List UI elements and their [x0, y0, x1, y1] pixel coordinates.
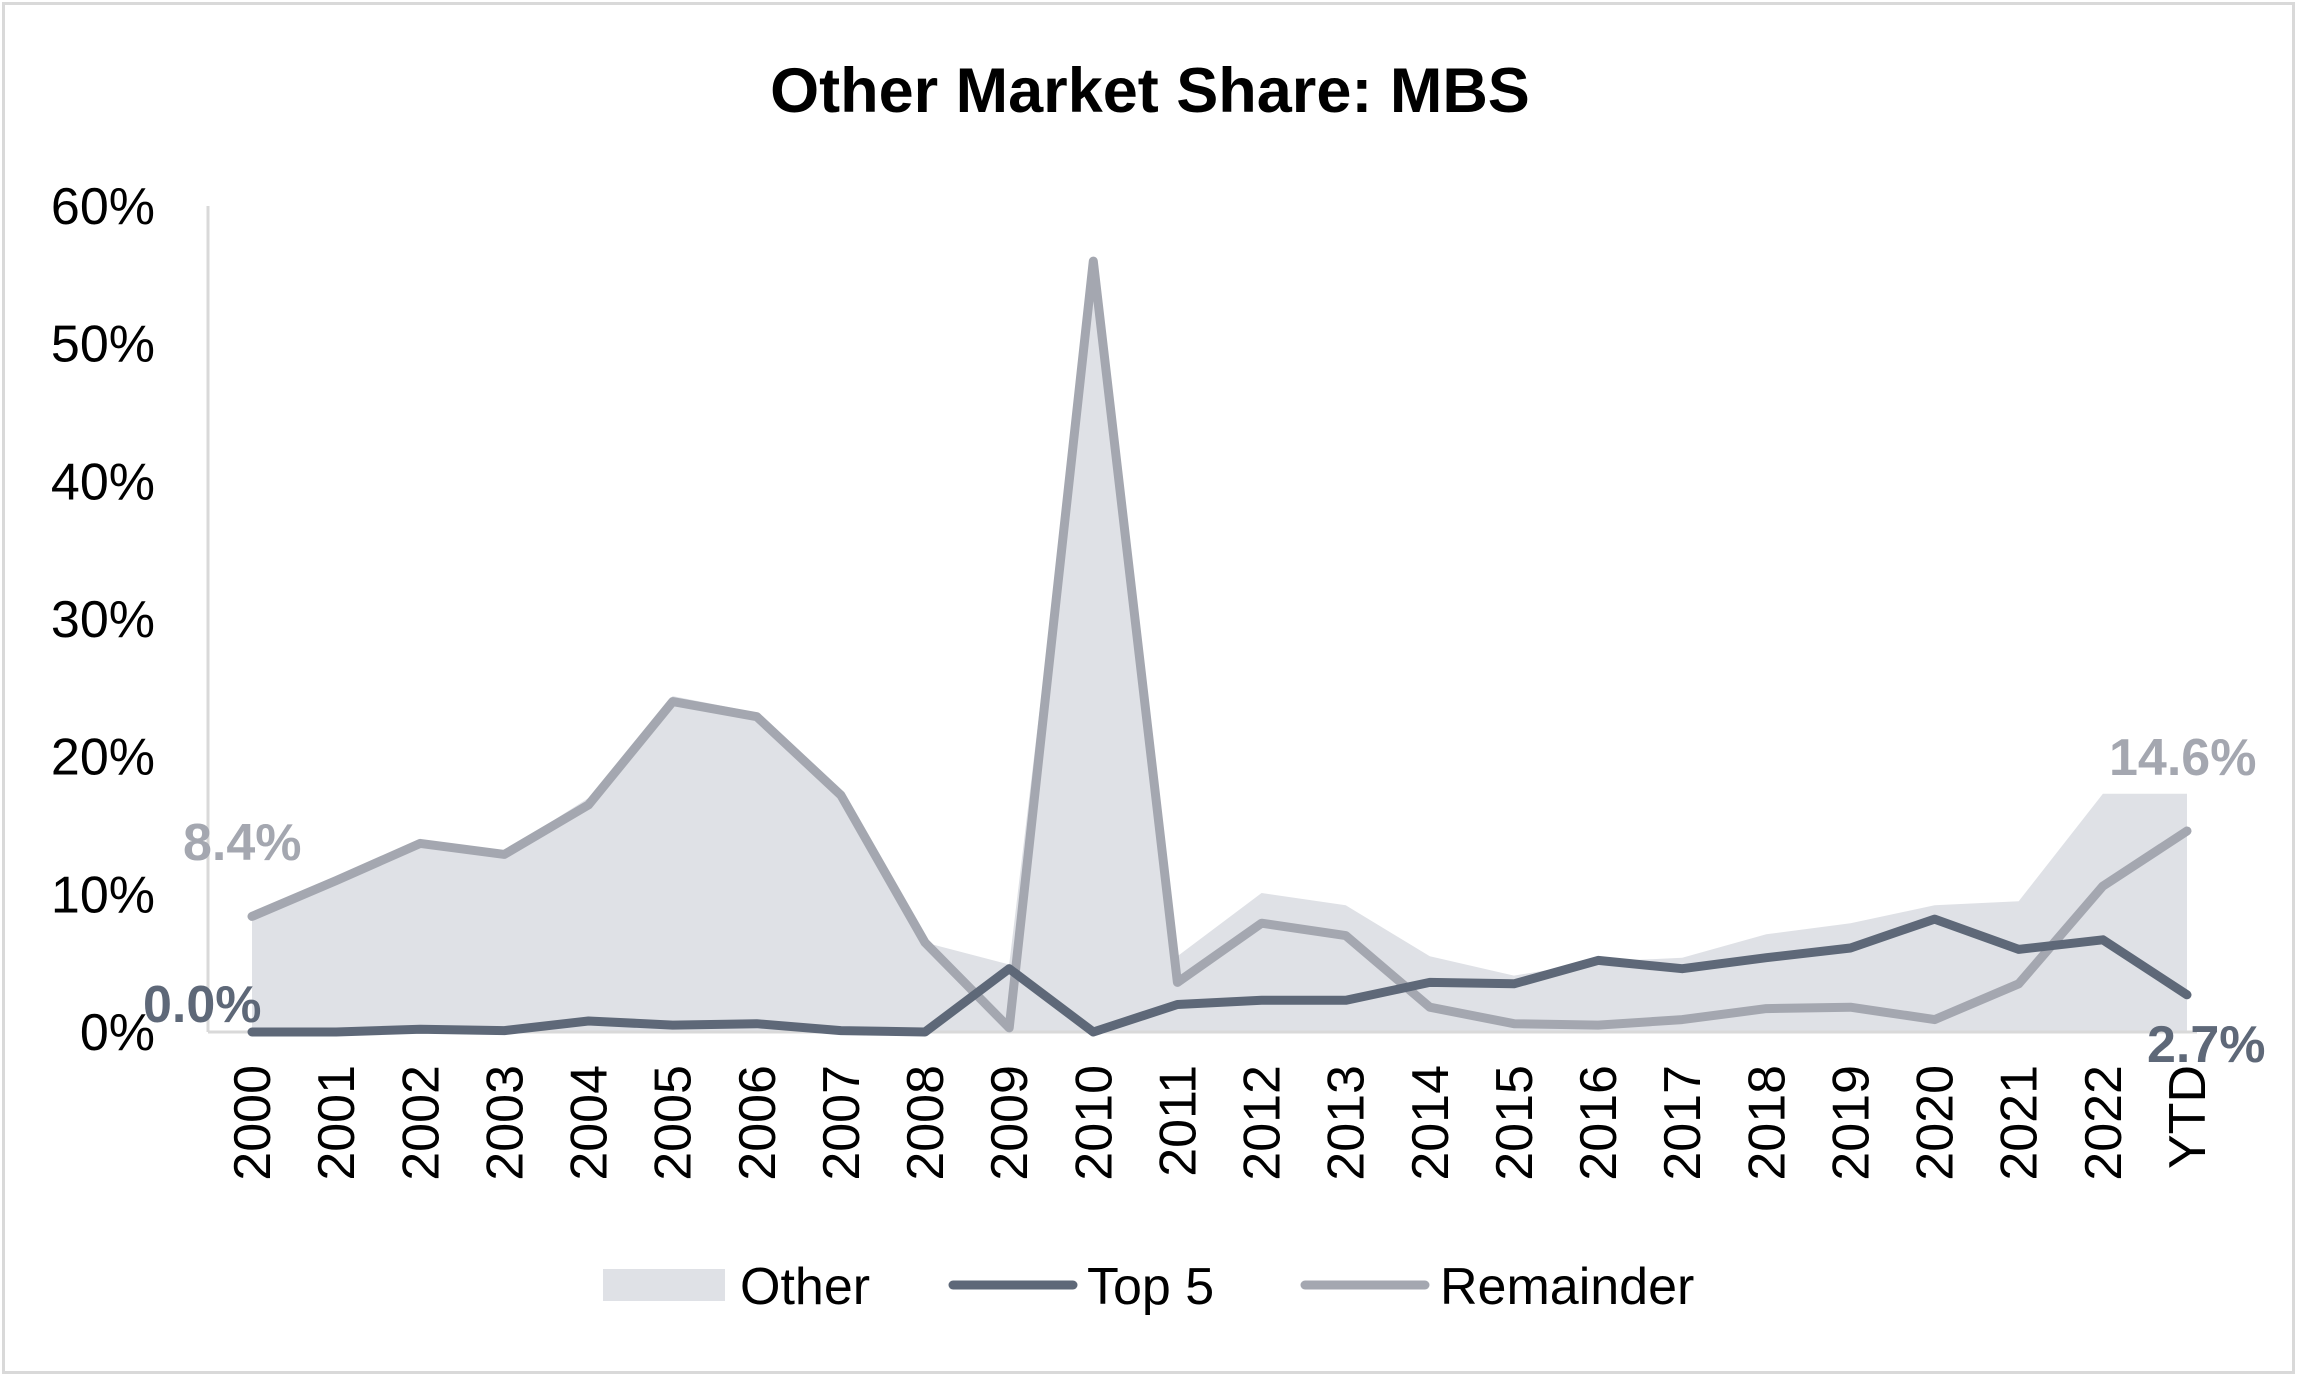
- x-tick-label: 2012: [1234, 1065, 1292, 1181]
- x-tick-label: 2022: [2075, 1065, 2133, 1181]
- x-tick-label: 2017: [1654, 1065, 1712, 1181]
- x-tick-label: 2015: [1486, 1065, 1544, 1181]
- x-axis-ticks: 2000 2001 2002 2003 2004 2005 2006 2007 2008 2009…: [224, 1065, 2217, 1181]
- legend-label-other: Other: [740, 1258, 870, 1316]
- plot-area: [206, 206, 2197, 1037]
- y-tick-label: 40%: [51, 453, 155, 511]
- x-tick-label: 2014: [1402, 1065, 1460, 1181]
- x-tick-label: 2011: [1149, 1065, 1207, 1177]
- x-tick-label: 2008: [897, 1065, 955, 1181]
- x-tick-label: 2010: [1065, 1065, 1123, 1181]
- series-other-area: [252, 261, 2187, 1033]
- y-tick-label: 30%: [51, 591, 155, 649]
- x-tick-label: 2021: [1991, 1065, 2049, 1181]
- x-tick-label: 2004: [561, 1065, 619, 1181]
- x-tick-label: 2003: [476, 1065, 534, 1181]
- data-label-remainder-first: 8.4%: [183, 814, 302, 872]
- series-top5-line: [247, 914, 2192, 1037]
- y-tick-label: 60%: [51, 178, 155, 236]
- x-tick-label: 2020: [1907, 1065, 1965, 1181]
- x-tick-label: 2018: [1738, 1065, 1796, 1181]
- x-tick-label: 2019: [1823, 1065, 1881, 1181]
- x-tick-label: 2016: [1570, 1065, 1628, 1181]
- legend-label-top5: Top 5: [1087, 1258, 1214, 1316]
- legend-swatch-other: [603, 1269, 725, 1301]
- y-tick-label: 0%: [80, 1004, 155, 1062]
- x-tick-label: 2009: [981, 1065, 1039, 1181]
- series-remainder-line: [247, 256, 2192, 1033]
- x-tick-label: 2002: [392, 1065, 450, 1181]
- chart-title: Other Market Share: MBS: [770, 56, 1530, 126]
- x-tick-label: 2006: [729, 1065, 787, 1181]
- x-tick-label: 2005: [645, 1065, 703, 1181]
- x-tick-label: 2007: [813, 1065, 871, 1181]
- x-tick-label: YTD: [2159, 1065, 2217, 1169]
- x-tick-label: 2013: [1318, 1065, 1376, 1181]
- legend: Other Top 5 Remainder: [603, 1258, 1694, 1316]
- data-label-top5-last: 2.7%: [2147, 1016, 2266, 1074]
- x-tick-label: 2000: [224, 1065, 282, 1181]
- y-axis-ticks: 0% 10% 20% 30% 40% 50% 60%: [51, 178, 155, 1062]
- y-tick-label: 50%: [51, 316, 155, 374]
- y-tick-label: 10%: [51, 866, 155, 924]
- data-label-remainder-last: 14.6%: [2109, 729, 2256, 787]
- legend-label-remainder: Remainder: [1440, 1258, 1694, 1316]
- x-tick-label: 2001: [308, 1065, 366, 1181]
- y-tick-label: 20%: [51, 729, 155, 787]
- data-label-top5-first: 0.0%: [143, 976, 262, 1034]
